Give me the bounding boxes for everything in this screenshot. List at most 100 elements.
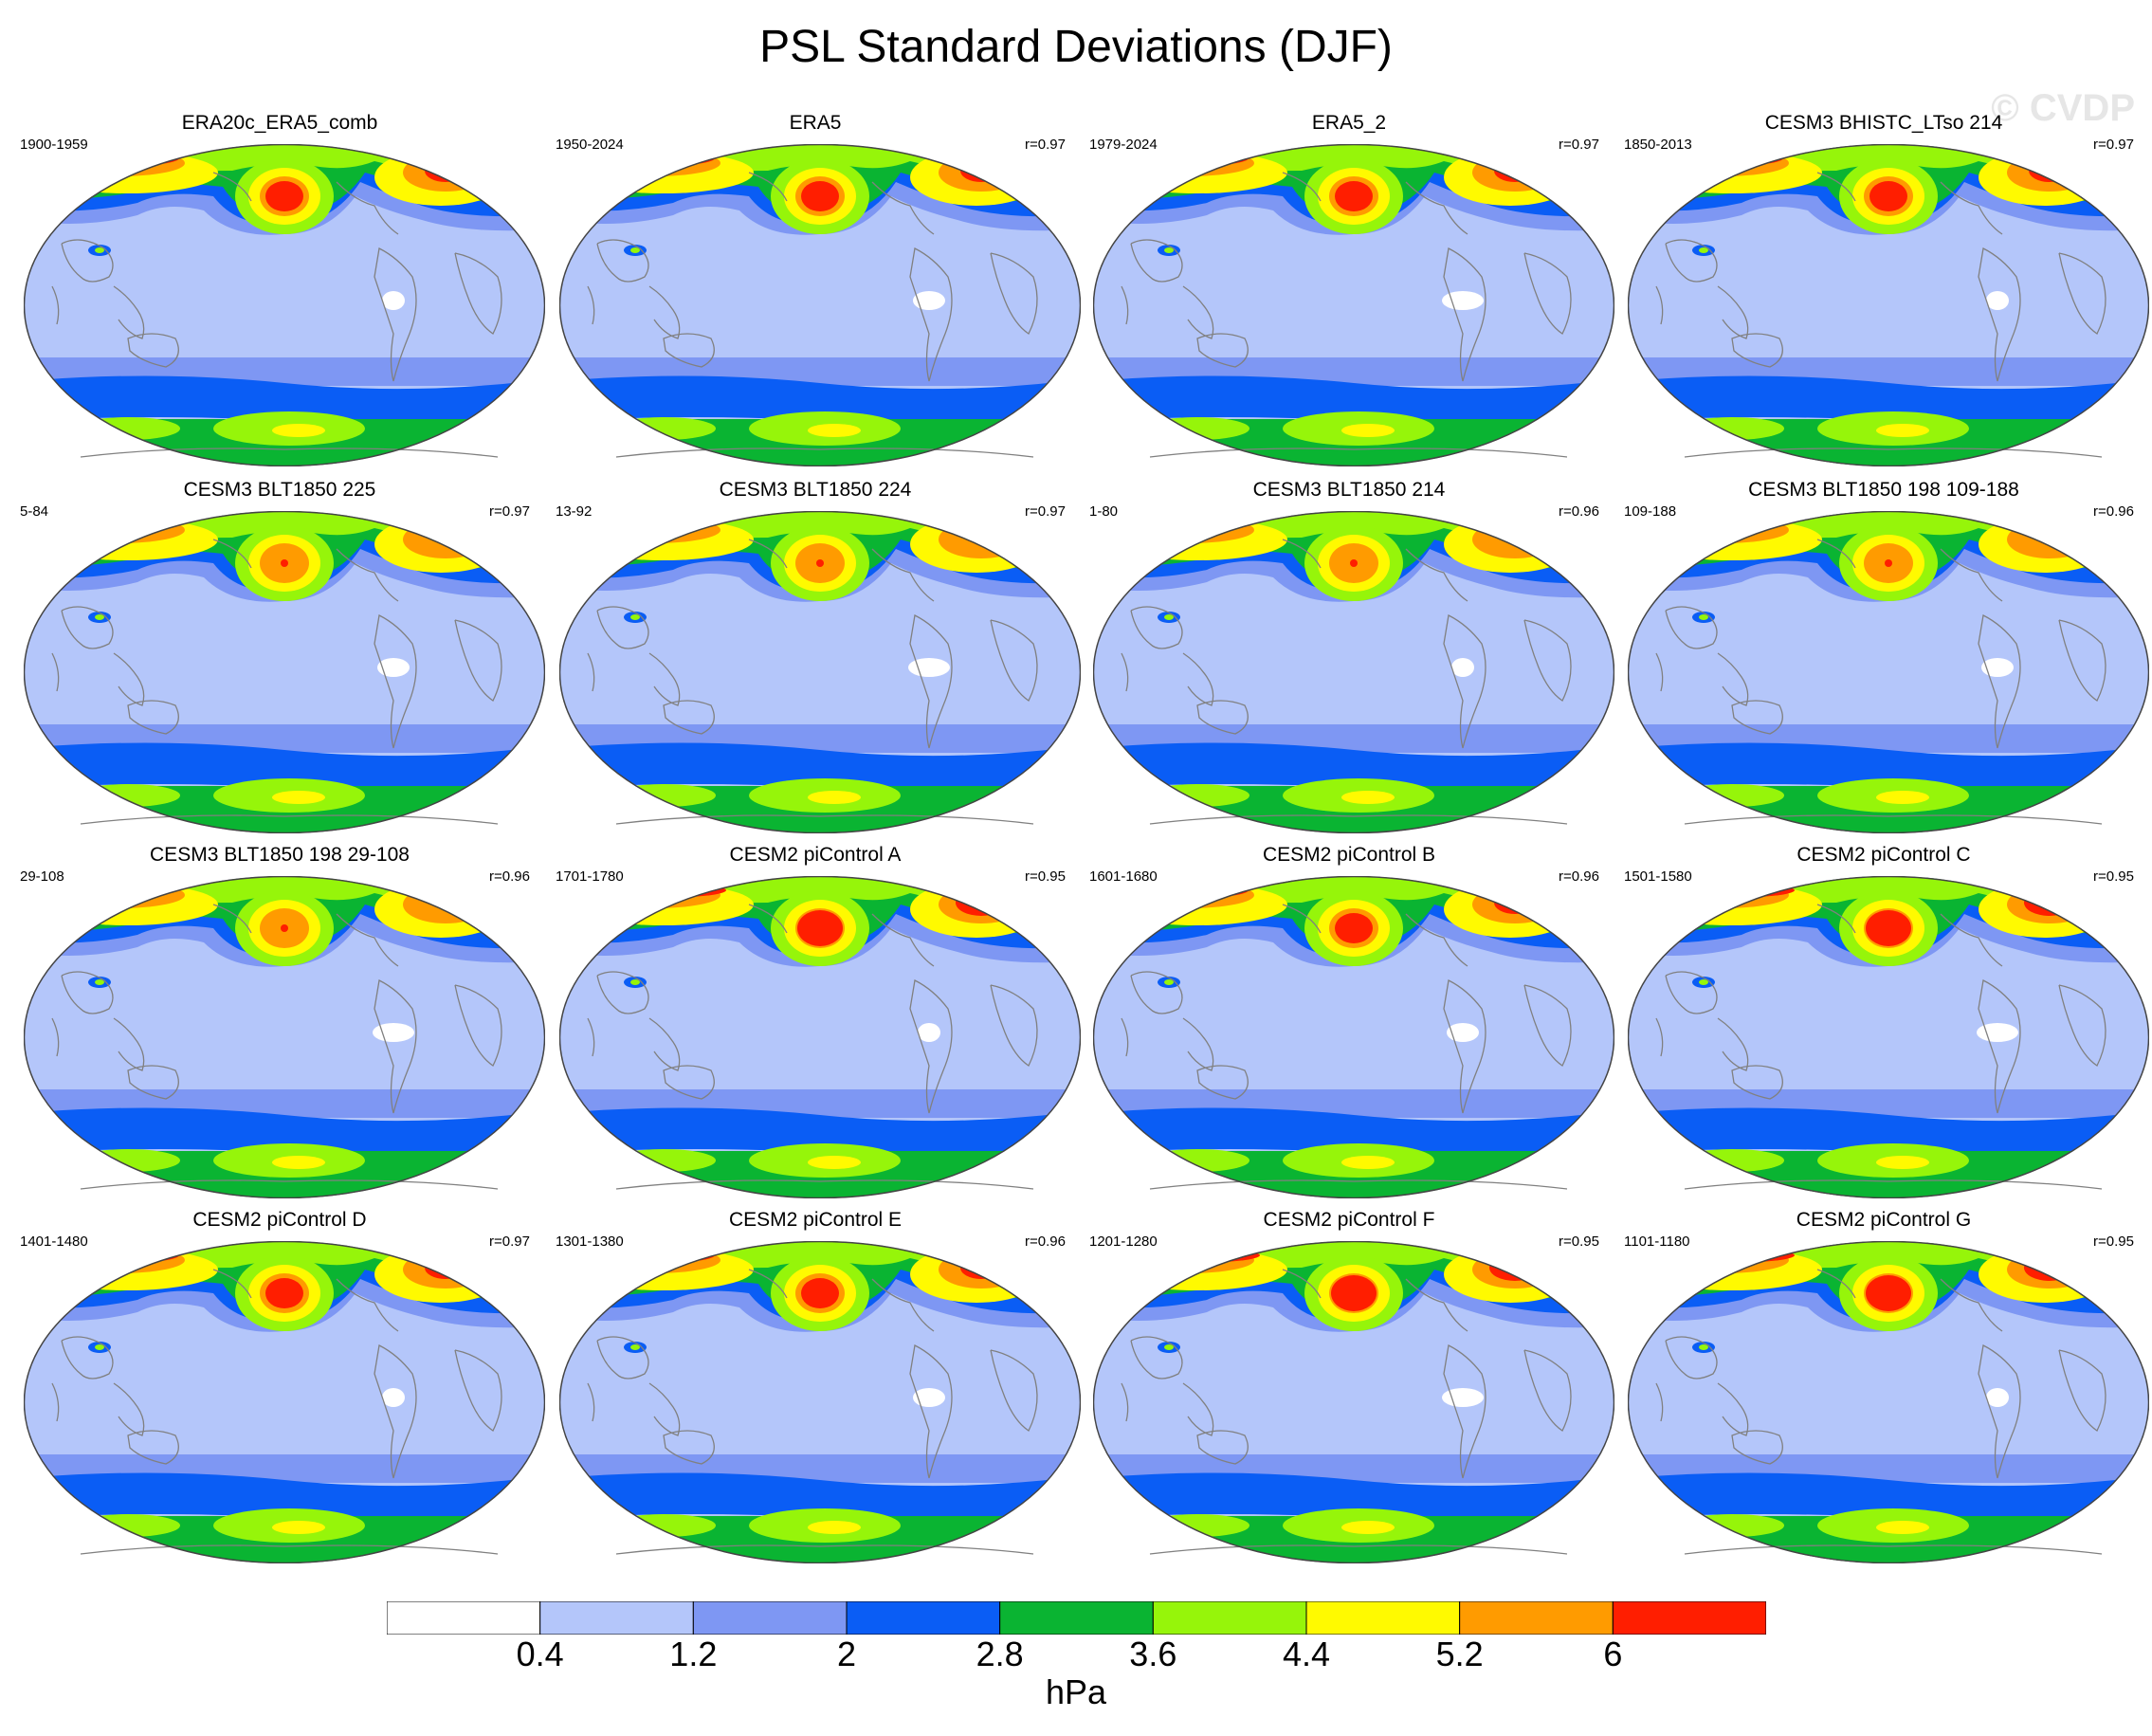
panel-correlation: r=0.97 (1025, 137, 1066, 153)
colorbar-tick-label: 3.6 (1129, 1635, 1177, 1673)
panel-title: CESM3 BLT1850 198 29-108 (150, 844, 410, 866)
panel-title: CESM3 BLT1850 198 109-188 (1748, 479, 2019, 501)
map-panel: CESM3 BLT1850 198 29-108 29-108 r=0.96 (14, 844, 545, 1198)
colorbar-swatch (387, 1601, 541, 1635)
panel-correlation: r=0.96 (1559, 868, 1599, 885)
panel-period: 1701-1780 (556, 868, 624, 885)
map-panel: CESM3 BLT1850 198 109-188 109-188 r=0.96 (1618, 479, 2149, 833)
panel-period: 1401-1480 (20, 1233, 88, 1250)
panel-period: 1301-1380 (556, 1233, 624, 1250)
map-panel: CESM2 piControl D 1401-1480 r=0.97 (14, 1209, 545, 1563)
panel-title: CESM3 BHISTC_LTso 214 (1764, 112, 2003, 134)
robinson-map (559, 876, 1081, 1198)
panel-period: 5-84 (20, 503, 49, 520)
robinson-map (24, 511, 545, 833)
panel-correlation: r=0.96 (1025, 1233, 1066, 1250)
colorbar-swatch (1459, 1601, 1614, 1635)
panel-title: CESM2 piControl F (1263, 1209, 1435, 1231)
robinson-map (1093, 144, 1614, 466)
panel-period: 1979-2024 (1089, 137, 1158, 153)
panel-correlation: r=0.97 (489, 503, 530, 520)
panel-correlation: r=0.95 (2093, 1233, 2134, 1250)
robinson-map (559, 511, 1081, 833)
panel-correlation: r=0.97 (1559, 137, 1599, 153)
colorbar-tick-label: 1.2 (669, 1635, 718, 1673)
panel-title: CESM2 piControl A (729, 844, 902, 866)
panel-period: 13-92 (556, 503, 593, 520)
robinson-map (1628, 1241, 2149, 1563)
panel-correlation: r=0.95 (1559, 1233, 1599, 1250)
panel-title: CESM2 piControl G (1796, 1209, 1972, 1231)
panel-title: CESM3 BLT1850 225 (183, 479, 376, 501)
map-panel: CESM2 piControl C 1501-1580 r=0.95 (1618, 844, 2149, 1198)
robinson-map (1628, 876, 2149, 1198)
panel-correlation: r=0.95 (2093, 868, 2134, 885)
panel-title: CESM3 BLT1850 214 (1252, 479, 1446, 501)
panel-period: 1850-2013 (1624, 137, 1692, 153)
colorbar-swatch (999, 1601, 1154, 1635)
panel-correlation: r=0.96 (489, 868, 530, 885)
map-panel: CESM2 piControl E 1301-1380 r=0.96 (550, 1209, 1081, 1563)
map-panel: ERA5_2 1979-2024 r=0.97 (1084, 112, 1614, 466)
robinson-map (1093, 876, 1614, 1198)
panel-correlation: r=0.97 (1025, 503, 1066, 520)
robinson-map (24, 1241, 545, 1563)
colorbar-swatch (846, 1601, 1001, 1635)
colorbar-swatch (1612, 1601, 1766, 1635)
map-panel: CESM2 piControl B 1601-1680 r=0.96 (1084, 844, 1614, 1198)
panel-correlation: r=0.97 (2093, 137, 2134, 153)
panel-period: 1101-1180 (1624, 1233, 1690, 1250)
colorbar-unit-label: hPa (1045, 1672, 1107, 1711)
panel-correlation: r=0.95 (1025, 868, 1066, 885)
panel-title: CESM3 BLT1850 224 (719, 479, 912, 501)
colorbar (387, 1601, 1766, 1635)
panel-period: 1601-1680 (1089, 868, 1158, 885)
robinson-map (1628, 511, 2149, 833)
panel-period: 29-108 (20, 868, 64, 885)
colorbar-tick-label: 4.4 (1282, 1635, 1331, 1673)
robinson-map (1093, 511, 1614, 833)
map-panel: CESM2 piControl G 1101-1180 r=0.95 (1618, 1209, 2149, 1563)
panel-title: CESM2 piControl D (192, 1209, 367, 1231)
map-panel: CESM2 piControl A 1701-1780 r=0.95 (550, 844, 1081, 1198)
robinson-map (1093, 1241, 1614, 1563)
colorbar-tick-label: 5.2 (1435, 1635, 1484, 1673)
panel-period: 1501-1580 (1624, 868, 1692, 885)
panel-period: 1900-1959 (20, 137, 88, 153)
colorbar-swatch (539, 1601, 694, 1635)
robinson-map (1628, 144, 2149, 466)
panel-title: ERA5_2 (1311, 112, 1387, 134)
panel-period: 1-80 (1089, 503, 1119, 520)
robinson-map (24, 876, 545, 1198)
panel-title: CESM2 piControl C (1796, 844, 1971, 866)
panel-correlation: r=0.96 (2093, 503, 2134, 520)
colorbar-labels: 0.4 1.2 2 2.8 3.6 4.4 5.2 6 (387, 1635, 1766, 1673)
colorbar-swatch (1152, 1601, 1307, 1635)
map-panel: CESM3 BLT1850 224 13-92 r=0.97 (550, 479, 1081, 833)
map-panel: CESM3 BLT1850 214 1-80 r=0.96 (1084, 479, 1614, 833)
colorbar-tick-label: 2 (836, 1635, 857, 1673)
panel-period: 1201-1280 (1089, 1233, 1158, 1250)
map-panel: ERA20c_ERA5_comb 1900-1959 (14, 112, 545, 466)
colorbar-tick-label: 2.8 (976, 1635, 1024, 1673)
panel-title: ERA5 (789, 112, 842, 134)
colorbar-swatch (1305, 1601, 1461, 1635)
colorbar-tick-label: 6 (1603, 1635, 1623, 1673)
panel-title: CESM2 piControl E (728, 1209, 903, 1231)
map-panel: CESM2 piControl F 1201-1280 r=0.95 (1084, 1209, 1614, 1563)
map-panel: CESM3 BLT1850 225 5-84 r=0.97 (14, 479, 545, 833)
panel-period: 1950-2024 (556, 137, 624, 153)
map-panel: ERA5 1950-2024 r=0.97 (550, 112, 1081, 466)
panel-title: CESM2 piControl B (1262, 844, 1436, 866)
colorbar-tick-label: 0.4 (516, 1635, 564, 1673)
cvdp-watermark: © CVDP (1991, 87, 2135, 129)
robinson-map (559, 144, 1081, 466)
map-panel: CESM3 BHISTC_LTso 214 1850-2013 r=0.97 (1618, 112, 2149, 466)
panel-correlation: r=0.97 (489, 1233, 530, 1250)
page-title: PSL Standard Deviations (DJF) (759, 22, 1393, 72)
panel-correlation: r=0.96 (1559, 503, 1599, 520)
colorbar-swatch (692, 1601, 848, 1635)
robinson-map (24, 144, 545, 466)
panel-title: ERA20c_ERA5_comb (181, 112, 378, 134)
robinson-map (559, 1241, 1081, 1563)
